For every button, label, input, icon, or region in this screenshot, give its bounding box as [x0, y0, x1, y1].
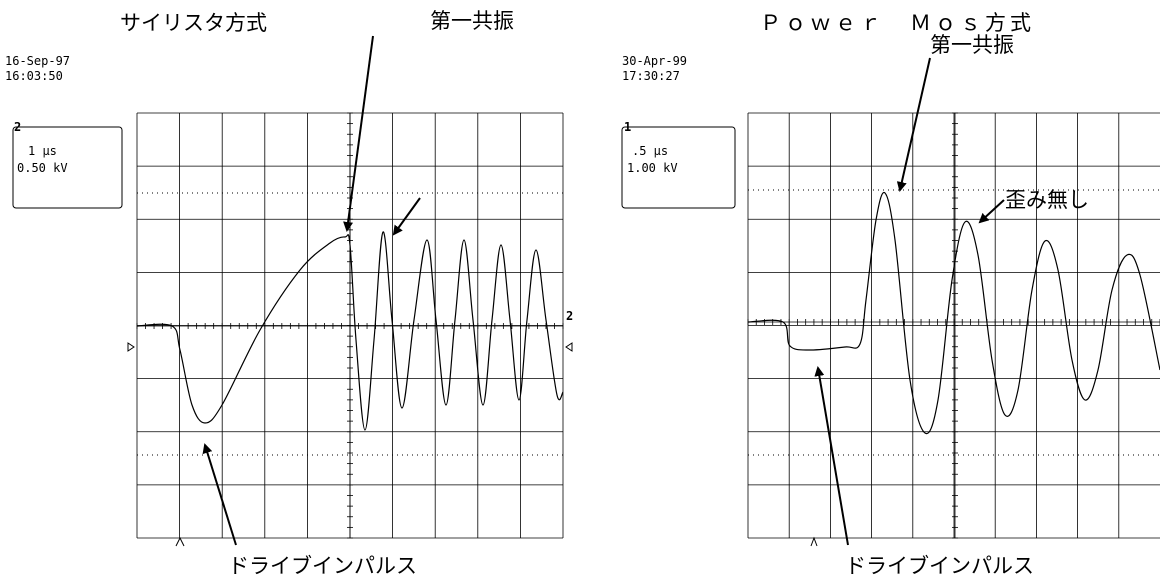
time: 17:30:27 [622, 69, 680, 83]
arrow [818, 368, 848, 545]
annotation: 第一共振 [430, 9, 514, 33]
arrow [394, 198, 420, 234]
annotation: 第一共振 [930, 33, 1014, 57]
channel: 1 [624, 120, 631, 134]
trace-marker: 2 [566, 309, 573, 323]
date: 16-Sep-97 [5, 54, 70, 68]
arrow [900, 58, 930, 190]
figure: サイリスタ方式 16-Sep-97 16:03:50 2 1 μs 0.50 k… [0, 0, 1160, 582]
marker [176, 538, 184, 546]
annotation: 歪み無し [1005, 188, 1089, 212]
channel: 2 [14, 120, 21, 134]
marker [128, 343, 134, 351]
timebase: .5 μs [632, 144, 668, 158]
timebase: 1 μs [28, 144, 57, 158]
marker [811, 538, 817, 546]
scope-grid [748, 113, 1160, 538]
arrow [980, 200, 1004, 222]
time: 16:03:50 [5, 69, 63, 83]
scale: 0.50 kV [17, 161, 68, 175]
panel-title: サイリスタ方式 [120, 11, 267, 35]
scope-grid [137, 113, 563, 538]
date: 30-Apr-99 [622, 54, 687, 68]
annotation: ドライブインパルス [845, 554, 1034, 578]
arrow [205, 445, 236, 545]
marker [566, 343, 572, 351]
arrow [347, 36, 373, 230]
panel-title: Ｐｏｗｅｒ Ｍｏｓ方式 [760, 11, 1035, 35]
scale: 1.00 kV [627, 161, 678, 175]
annotation: ドライブインパルス [228, 554, 417, 578]
